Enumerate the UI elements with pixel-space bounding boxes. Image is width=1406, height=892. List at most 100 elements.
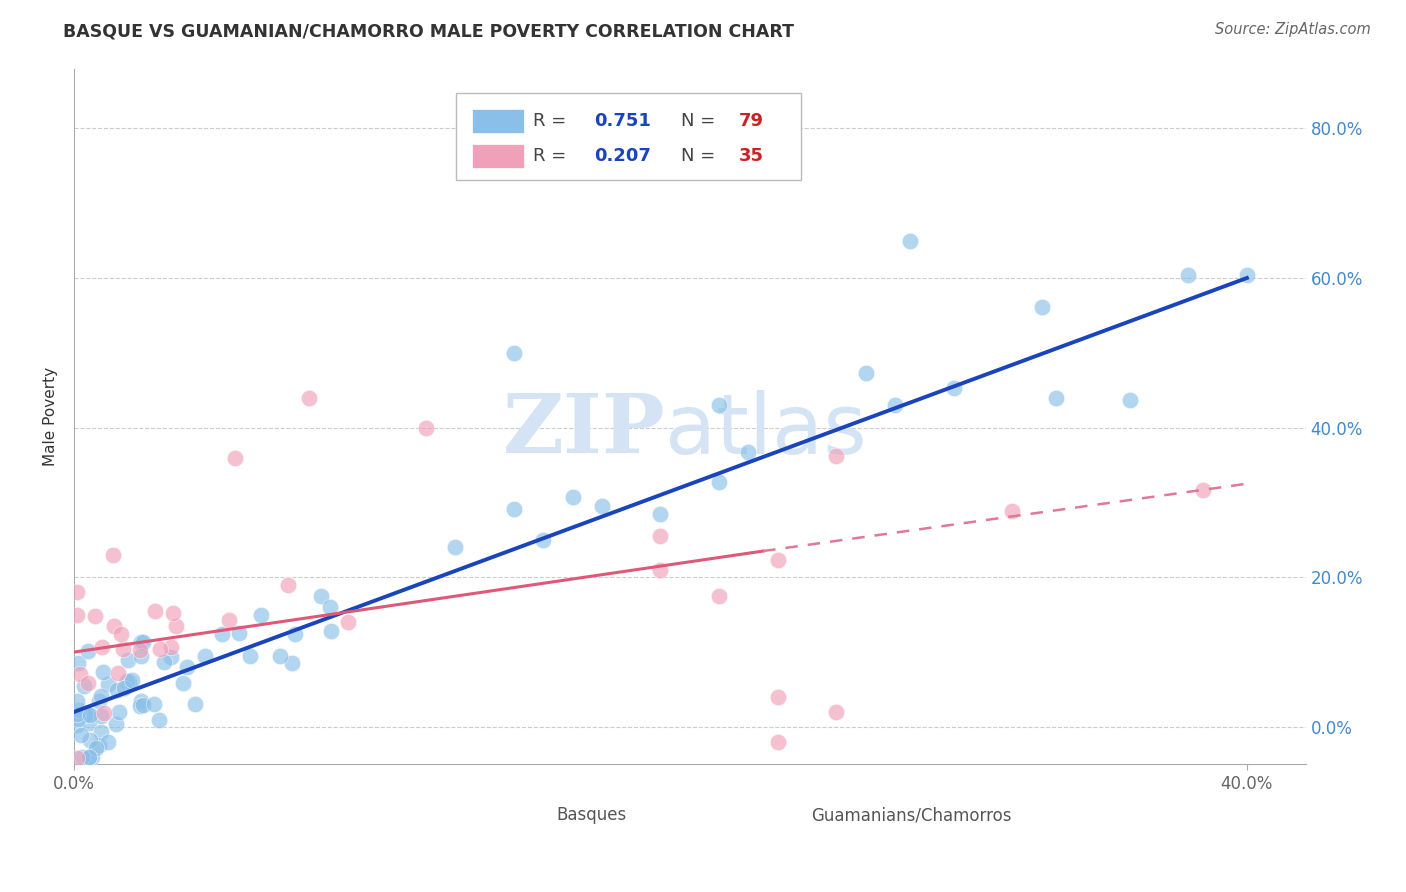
Point bbox=[76, 644, 98, 658]
Point bbox=[218, 613, 240, 627]
Point bbox=[650, 508, 672, 522]
Point bbox=[561, 491, 583, 505]
Point bbox=[194, 649, 217, 664]
Text: 79: 79 bbox=[740, 112, 763, 130]
Point bbox=[766, 690, 789, 704]
Point bbox=[160, 640, 183, 654]
Point bbox=[228, 625, 250, 640]
Text: Basques: Basques bbox=[557, 806, 627, 824]
Point bbox=[90, 689, 112, 703]
Point bbox=[91, 665, 114, 679]
Point bbox=[319, 600, 342, 615]
Point bbox=[66, 751, 89, 765]
Point bbox=[898, 234, 921, 248]
FancyBboxPatch shape bbox=[472, 109, 523, 133]
Point bbox=[1192, 483, 1215, 498]
Point bbox=[142, 697, 165, 711]
Point bbox=[75, 707, 97, 722]
Point bbox=[107, 705, 129, 719]
Point bbox=[90, 725, 112, 739]
Y-axis label: Male Poverty: Male Poverty bbox=[44, 367, 58, 466]
Text: 0.207: 0.207 bbox=[593, 147, 651, 165]
Point bbox=[269, 649, 291, 664]
Point bbox=[77, 716, 100, 731]
Point bbox=[77, 749, 100, 764]
Text: 35: 35 bbox=[740, 147, 763, 165]
Point bbox=[415, 420, 437, 434]
Point bbox=[132, 635, 155, 649]
Point bbox=[72, 679, 94, 693]
Point bbox=[80, 749, 103, 764]
Point bbox=[110, 627, 132, 641]
Point bbox=[117, 675, 139, 690]
Point bbox=[162, 606, 184, 620]
Point bbox=[105, 683, 128, 698]
Point bbox=[855, 366, 877, 380]
Point bbox=[93, 706, 115, 720]
FancyBboxPatch shape bbox=[472, 145, 523, 168]
Point bbox=[69, 666, 91, 681]
Point bbox=[89, 738, 111, 752]
Text: N =: N = bbox=[681, 112, 721, 130]
Point bbox=[942, 380, 965, 394]
Point bbox=[149, 641, 172, 656]
Point bbox=[153, 655, 176, 669]
Point bbox=[66, 712, 89, 726]
Point bbox=[1045, 391, 1067, 405]
Point bbox=[239, 648, 262, 663]
Point bbox=[77, 749, 100, 764]
Text: 0.751: 0.751 bbox=[593, 112, 651, 130]
Point bbox=[89, 693, 111, 707]
Point bbox=[66, 585, 89, 599]
Point bbox=[1031, 300, 1053, 314]
Point bbox=[650, 563, 672, 577]
Point bbox=[104, 716, 127, 731]
Text: R =: R = bbox=[533, 147, 572, 165]
Point bbox=[107, 665, 129, 680]
Point bbox=[1236, 268, 1258, 283]
Point bbox=[707, 589, 730, 603]
Point bbox=[1177, 268, 1199, 282]
Point bbox=[103, 548, 125, 562]
Point bbox=[70, 727, 93, 741]
Point bbox=[117, 653, 139, 667]
Point bbox=[148, 714, 170, 728]
Point bbox=[707, 398, 730, 412]
Point bbox=[502, 501, 524, 516]
Point bbox=[131, 698, 153, 712]
FancyBboxPatch shape bbox=[773, 781, 825, 804]
Point bbox=[166, 619, 188, 633]
Text: R =: R = bbox=[533, 112, 572, 130]
Point bbox=[650, 529, 672, 543]
Point bbox=[96, 735, 118, 749]
Point bbox=[112, 681, 135, 696]
Point bbox=[825, 705, 848, 719]
Point bbox=[76, 707, 98, 722]
Point bbox=[115, 674, 138, 689]
Point bbox=[129, 649, 152, 664]
Point bbox=[67, 704, 90, 718]
Point bbox=[211, 627, 233, 641]
Point bbox=[766, 735, 789, 749]
Text: atlas: atlas bbox=[665, 390, 868, 471]
Point bbox=[224, 450, 246, 465]
Point bbox=[591, 499, 613, 513]
Point bbox=[66, 717, 89, 731]
Point bbox=[143, 604, 166, 618]
Point bbox=[66, 694, 89, 708]
Point bbox=[336, 615, 359, 630]
Point bbox=[90, 640, 112, 655]
Point bbox=[159, 649, 181, 664]
Point bbox=[1001, 504, 1024, 518]
Point bbox=[737, 444, 759, 458]
Text: N =: N = bbox=[681, 147, 721, 165]
Point bbox=[76, 707, 98, 722]
Point bbox=[319, 624, 342, 638]
Point bbox=[825, 449, 848, 463]
Point bbox=[884, 399, 907, 413]
Point bbox=[531, 533, 554, 548]
Point bbox=[284, 627, 307, 641]
Point bbox=[1118, 392, 1140, 407]
FancyBboxPatch shape bbox=[456, 93, 800, 180]
Point bbox=[281, 656, 304, 670]
